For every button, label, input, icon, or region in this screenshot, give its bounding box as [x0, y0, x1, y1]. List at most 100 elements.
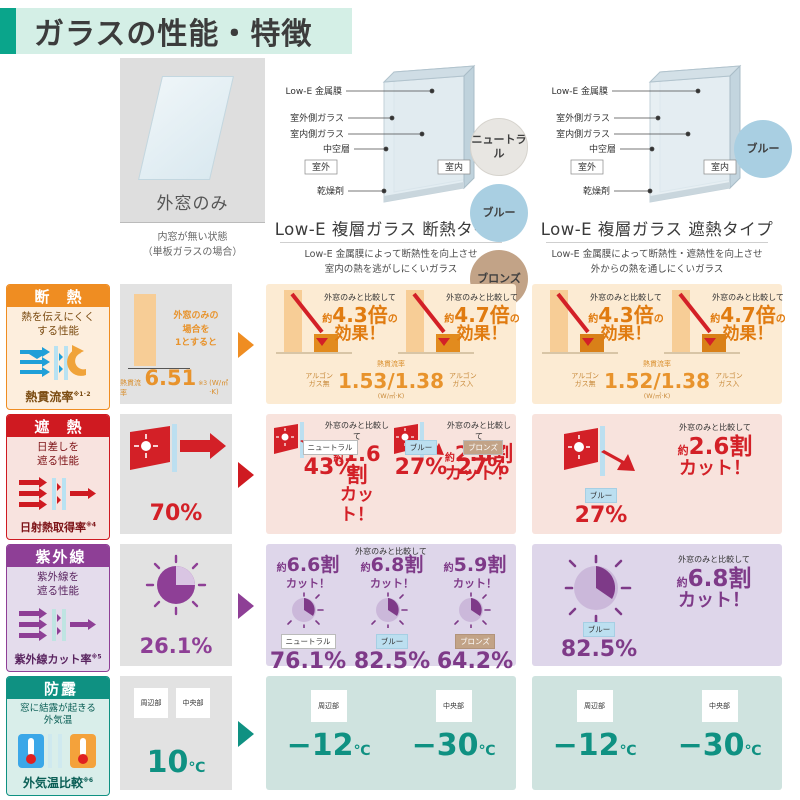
label-indoor-side: 室内 [445, 161, 463, 173]
product-desc-line1: Low-E 金属膜によって断熱性を向上させ [304, 249, 478, 260]
suffix-b1: の [653, 314, 664, 325]
row-condensation: 防露 窓に結露が起きる 外気温 外気温比較※6 [0, 674, 800, 796]
tag-center-outer: 中央部 [176, 688, 210, 718]
chip-tag-uv-b1: ブルー [582, 622, 616, 637]
effect-s-a1: カット！ [340, 485, 374, 525]
page-title: ガラスの性能・特徴 [0, 8, 352, 54]
cell-outer-uv: 26.1% [120, 544, 232, 666]
panel-condensation-a: 周辺部 −12℃ 中央部 −30℃ [266, 676, 516, 790]
down-arrow-icon-b2 [678, 292, 716, 346]
temp-value-b1: −12 [552, 728, 620, 763]
row-insulation: 断 熱 熱を伝えにくく する性能 [0, 282, 800, 410]
callout-desiccant: 乾燥剤 [317, 185, 344, 197]
sun-cut-icon-b1 [564, 426, 635, 476]
glass-diagram-insulation: Low-E 金属膜 室外側ガラス 室内側ガラス 中空層 乾燥剤 室外 室内 [266, 58, 516, 218]
product-divider-b [546, 242, 768, 243]
value-uv-b1: 6.8割 [687, 566, 752, 592]
column-product-insulation: Low-E 金属膜 室外側ガラス 室内側ガラス 中空層 乾燥剤 室外 室内 Lo… [266, 58, 516, 280]
badge-foot-shading: 日射熱取得率※4 [20, 519, 96, 537]
effect-b2: 効果！ [722, 324, 774, 344]
footer-metric-label-a: 熱貫流率 [377, 360, 405, 368]
outer-window-subtext-line1: 内窓が無い状態 [157, 232, 228, 243]
pct-uv-a2: 82.5% [353, 649, 431, 674]
color-chip-blue-shading: ブルー [734, 120, 792, 178]
value-uv-a1: 6.6割 [286, 554, 340, 576]
effect-s-a2: カット！ [445, 464, 513, 484]
value-a2: 4.7倍 [454, 303, 510, 327]
column-product-shading: Low-E 金属膜 室外側ガラス 室内側ガラス 中空層 乾燥剤 室外 室内 Lo… [532, 58, 782, 280]
badge-shading: 遮 熱 日差しを 遮る性能 日射熱取得率 [6, 414, 110, 540]
pct-s-b1: 27% [574, 503, 628, 528]
product-divider [280, 242, 502, 243]
temp-unit-a2: ℃ [478, 743, 496, 759]
badge-sub-insulation: 熱を伝えにくく する性能 [21, 311, 95, 337]
badge-foot-label-insulation: 熱貫流率 [25, 390, 74, 404]
badge-foot-uv: 紫外線カット率※5 [14, 651, 101, 669]
tag-perimeter-a: 周辺部 [310, 690, 347, 722]
approx-s-a2: 約 [444, 453, 455, 464]
badge-condensation: 防露 窓に結露が起きる 外気温 外気温比較※6 [6, 676, 110, 796]
chip-tag-s-a1: ニュートラル [302, 440, 358, 455]
chip-tag-uv-a3: ブロンズ [455, 634, 495, 649]
tag-perimeter-outer: 周辺部 [134, 688, 168, 718]
gas-label-left-a: アルゴン ガス無 [305, 372, 333, 388]
row-shading: 遮 熱 日差しを 遮る性能 日射熱取得率 [0, 412, 800, 540]
product-name-insulation: Low-E 複層ガラス 断熱タイプ [274, 220, 508, 239]
temp-value-b2: −30 [677, 728, 745, 763]
product-desc-insulation: Low-E 金属膜によって断熱性を向上させ 室内の熱を逃がしにくいガラス [266, 248, 516, 277]
suffix-a1: の [387, 314, 398, 325]
metric-unit-insulation-outer: (W/㎡·K) [209, 379, 229, 396]
footer-value-a: 1.53/1.38 [338, 369, 444, 393]
color-chip-neutral: ニュートラル [470, 118, 528, 176]
chip-label-blue-shading: ブルー [746, 142, 780, 156]
compare-label-s-a1: 外窓のみと比較して [325, 421, 389, 441]
value-a1: 4.3倍 [332, 303, 388, 327]
approx-b2: 約 [710, 314, 721, 325]
badge-uv: 紫外線 紫外線を 遮る性能 紫外線カット率※5 [6, 544, 110, 672]
badge-sub-shading: 日差しを 遮る性能 [37, 441, 79, 467]
color-chip-blue: ブルー [470, 184, 528, 242]
temp-unit-b1: ℃ [619, 743, 637, 759]
uv-sun-cut-icon-a3 [454, 592, 491, 628]
compare-label-s-a2: 外窓のみと比較して [447, 421, 511, 441]
pct-s-a1: 43% [303, 455, 357, 480]
cell-outer-insulation: 外窓のみの 場合を 1とすると 熱貫流率 6.51 ※3 (W/㎡·K) [120, 284, 232, 404]
product-desc-b-line1: Low-E 金属膜によって断熱性・遮熱性を向上させ [551, 249, 763, 260]
product-desc-line2: 室内の熱を逃がしにくいガラス [324, 263, 458, 275]
pct-s-a3: 27% [456, 455, 510, 480]
gas-label-right-b: アルゴン ガス入 [715, 372, 743, 388]
footer-metric-label-b: 熱貫流率 [643, 360, 671, 368]
label-indoor-side-b: 室内 [711, 161, 729, 173]
heat-flow-icon [20, 345, 86, 381]
title-accent-bar [0, 8, 16, 54]
chip-label-blue: ブルー [482, 206, 516, 220]
badge-foot-note-condensation: ※6 [83, 777, 94, 784]
footer-unit-a: (W/㎡·K) [377, 392, 405, 400]
row-uv: 紫外線 紫外線を 遮る性能 紫外線カット率※5 [0, 542, 800, 674]
approx-b1: 約 [588, 314, 599, 325]
product-desc-b-line2: 外からの熱を通しにくいガラス [590, 263, 724, 275]
down-arrow-icon-a2 [412, 292, 450, 346]
tag-center-b: 中央部 [701, 690, 738, 722]
suffix-b2: の [775, 314, 786, 325]
cell-outer-shading: 70% [120, 414, 232, 534]
uv-sun-cut-icon-b1 [564, 554, 632, 624]
chip-tag-uv-a2: ブルー [375, 634, 409, 649]
badge-foot-label-uv: 紫外線カット率 [14, 653, 92, 666]
badge-foot-note-insulation: ※1･2 [73, 391, 91, 398]
panel-uv-a: 外窓のみと比較して 約6.6割 カット！ ニュートラル [266, 544, 516, 674]
value-b1: 4.3倍 [598, 303, 654, 327]
metric-value-insulation-outer: 6.51 [144, 366, 197, 390]
badge-sub-uv: 紫外線を 遮る性能 [37, 571, 79, 597]
value-s-b1: 2.6割 [688, 434, 753, 460]
panel-condensation-b: 周辺部 −12℃ 中央部 −30℃ [532, 676, 782, 790]
badge-foot-label-condensation: 外気温比較 [22, 776, 83, 790]
effect-uv-a3: カット！ [453, 577, 497, 590]
sun-through-glass-icon [130, 424, 226, 472]
value-b2: 4.7倍 [720, 303, 776, 327]
compare-label-uv-b: 外窓のみと比較して [678, 555, 750, 564]
callout-inner-glass-b: 室内側ガラス [556, 128, 610, 140]
effect-uv-a2: カット！ [370, 577, 414, 590]
panel-shading-b: 外窓のみと比較して 約2.6割 カット！ ブルー 27% [532, 414, 782, 534]
